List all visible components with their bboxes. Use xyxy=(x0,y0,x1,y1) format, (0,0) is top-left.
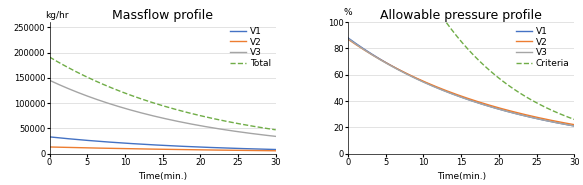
V3 xyxy=(345,38,352,40)
V3 xyxy=(535,118,542,120)
V3 xyxy=(46,79,53,81)
V3 xyxy=(571,125,578,127)
V1 xyxy=(550,121,557,123)
Line: V3: V3 xyxy=(50,80,276,136)
Total xyxy=(180,110,187,113)
Total xyxy=(184,112,191,114)
V2 xyxy=(180,149,187,151)
V1 xyxy=(483,104,490,107)
Line: V3: V3 xyxy=(348,39,574,126)
V3 xyxy=(181,122,188,124)
V1 xyxy=(184,145,191,148)
V3 xyxy=(251,133,258,135)
Total xyxy=(272,129,279,131)
X-axis label: Time(min.): Time(min.) xyxy=(437,172,486,181)
V1 xyxy=(479,103,486,105)
Line: V2: V2 xyxy=(348,39,574,125)
Criteria xyxy=(467,51,474,53)
X-axis label: Time(min.): Time(min.) xyxy=(138,172,187,181)
V3 xyxy=(237,131,244,133)
Criteria xyxy=(571,118,578,120)
V2 xyxy=(535,117,542,119)
V2 xyxy=(47,146,54,148)
Criteria xyxy=(452,33,459,36)
V1 xyxy=(180,145,187,147)
V2 xyxy=(345,38,352,40)
Line: Criteria: Criteria xyxy=(447,23,574,119)
V1 xyxy=(571,125,578,127)
Total xyxy=(47,56,54,59)
V1 xyxy=(345,37,352,39)
V1 xyxy=(272,148,279,151)
V1 xyxy=(47,136,54,138)
V2 xyxy=(345,39,352,41)
Line: V1: V1 xyxy=(50,137,276,149)
V2 xyxy=(184,149,191,151)
V2 xyxy=(251,149,258,152)
V3 xyxy=(483,105,490,107)
Line: V1: V1 xyxy=(348,38,574,126)
Y-axis label: kg/hr: kg/hr xyxy=(45,11,69,20)
Criteria xyxy=(566,116,573,119)
V3 xyxy=(345,38,352,40)
V2 xyxy=(181,149,188,151)
V3 xyxy=(180,121,187,124)
Criteria xyxy=(454,35,461,37)
V3 xyxy=(47,80,54,82)
V2 xyxy=(550,120,557,122)
Total xyxy=(46,56,53,58)
V2 xyxy=(479,102,486,104)
Legend: V1, V2, V3, Criteria: V1, V2, V3, Criteria xyxy=(516,27,570,68)
V2 xyxy=(46,146,53,148)
Legend: V1, V2, V3, Total: V1, V2, V3, Total xyxy=(230,27,271,68)
V1 xyxy=(345,37,352,40)
V2 xyxy=(483,103,490,105)
V2 xyxy=(571,124,578,126)
V1 xyxy=(181,145,188,147)
Title: Allowable pressure profile: Allowable pressure profile xyxy=(380,9,542,22)
Criteria xyxy=(479,63,486,65)
Line: V2: V2 xyxy=(50,147,276,151)
V3 xyxy=(479,103,486,105)
Criteria xyxy=(530,100,537,102)
V3 xyxy=(272,135,279,137)
Title: Massflow profile: Massflow profile xyxy=(112,9,213,22)
V2 xyxy=(237,149,244,152)
Y-axis label: %: % xyxy=(343,8,352,17)
Total xyxy=(181,111,188,113)
V3 xyxy=(550,121,557,123)
Line: Total: Total xyxy=(50,57,276,130)
V1 xyxy=(237,147,244,150)
V1 xyxy=(251,148,258,150)
V3 xyxy=(184,122,191,125)
V1 xyxy=(479,103,486,105)
V1 xyxy=(535,118,542,120)
V2 xyxy=(479,102,486,104)
V3 xyxy=(479,103,486,105)
V2 xyxy=(272,150,279,152)
V1 xyxy=(46,136,53,138)
Total xyxy=(237,123,244,125)
Total xyxy=(251,125,258,128)
